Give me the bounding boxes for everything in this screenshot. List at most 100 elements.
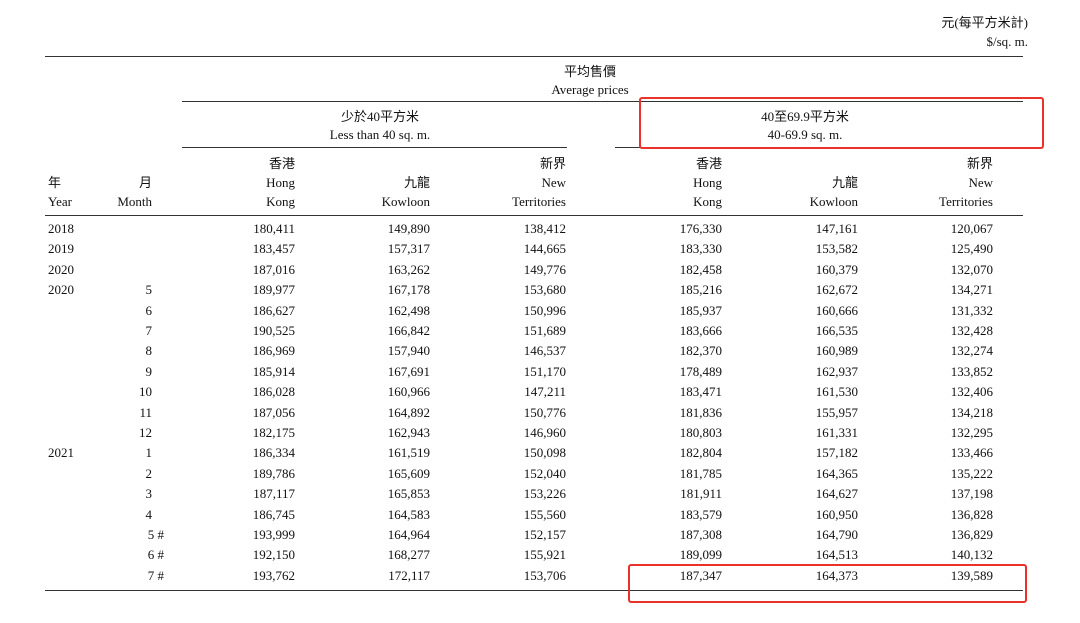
cell-hk1: 187,016 xyxy=(252,261,295,277)
cell-month: 5 xyxy=(145,282,153,298)
col-hk1-en2: Kong xyxy=(266,194,295,209)
col-nt1-en1: New xyxy=(541,175,566,190)
table-row: 10 186,028 160,966 147,211 183,471 161,530 132… xyxy=(0,382,1080,402)
cell-month: 11 xyxy=(139,404,152,420)
col-hk2-zh: 香港 xyxy=(695,156,722,171)
cell-hk2: 180,803 xyxy=(679,425,722,440)
cell-nt1: 150,776 xyxy=(523,404,566,420)
cell-kln1: 165,609 xyxy=(387,465,430,481)
cell-year: 2021 xyxy=(48,445,74,461)
group-medium-zh: 40至69.9平方米 xyxy=(761,109,849,124)
unit-label-en: $/sq. m. xyxy=(986,34,1028,49)
cell-month: 6 xyxy=(145,302,153,318)
top-rule xyxy=(45,56,1023,57)
cell-hk2: 185,216 xyxy=(679,282,722,298)
table-row: 7 # 193,762 172,117 153,706 187,347 164,373 13… xyxy=(0,566,1080,586)
cell-hk1: 185,914 xyxy=(252,363,295,379)
table-row: 6 186,627 162,498 150,996 185,937 160,666 131,… xyxy=(0,301,1080,321)
cell-year: 2018 xyxy=(48,221,74,236)
col-month-zh: 月 xyxy=(138,175,152,190)
cell-kln2: 162,937 xyxy=(815,363,858,379)
cell-nt2: 135,222 xyxy=(950,465,993,481)
cell-kln1: 163,262 xyxy=(387,261,430,277)
col-nt1-zh: 新界 xyxy=(539,156,566,171)
cell-kln2: 161,530 xyxy=(815,384,858,400)
cell-hk2: 182,370 xyxy=(679,343,722,359)
cell-hk1: 186,627 xyxy=(252,302,295,318)
highlight-box-last-row xyxy=(628,564,1027,603)
table-row: 5 # 193,999 164,964 152,157 187,308 164,790 13… xyxy=(0,525,1080,545)
group-small-en: Less than 40 sq. m. xyxy=(329,127,431,142)
cell-nt2: 125,490 xyxy=(950,241,993,257)
cell-nt2: 139,589 xyxy=(950,567,993,583)
cell-kln1: 167,691 xyxy=(387,363,430,379)
cell-nt1: 155,921 xyxy=(523,547,566,563)
cell-kln1: 149,890 xyxy=(387,221,430,236)
cell-kln2: 164,365 xyxy=(815,465,858,481)
cell-hk2: 176,330 xyxy=(679,221,722,236)
cell-nt2: 134,271 xyxy=(950,282,993,298)
cell-nt1: 138,412 xyxy=(523,221,566,236)
col-kln2-en: Kowloon xyxy=(809,194,858,209)
col-nt1-en2: Territories xyxy=(512,194,566,209)
cell-nt2: 136,829 xyxy=(950,527,993,542)
cell-hk1: 187,056 xyxy=(252,404,295,420)
cell-month: 10 xyxy=(139,384,152,400)
cell-nt2: 133,852 xyxy=(950,363,993,379)
group-small-rule xyxy=(182,147,567,148)
cell-kln2: 161,331 xyxy=(815,425,858,440)
col-kln1-en: Kowloon xyxy=(381,194,430,209)
col-kln1-zh: 九龍 xyxy=(403,175,430,190)
cell-year: 2020 xyxy=(48,282,74,298)
cell-kln2: 164,513 xyxy=(815,547,858,563)
cell-nt2: 134,218 xyxy=(950,404,993,420)
cell-kln1: 164,583 xyxy=(387,506,430,522)
table-title-zh: 平均售價 xyxy=(563,64,616,79)
cell-kln1: 167,178 xyxy=(387,282,430,298)
cell-hk1: 186,969 xyxy=(252,343,295,359)
cell-kln1: 162,498 xyxy=(387,302,430,318)
cell-nt1: 150,996 xyxy=(523,302,566,318)
table-row: 6 # 192,150 168,277 155,921 189,099 164,513 14… xyxy=(0,545,1080,565)
cell-year: 2020 xyxy=(48,261,74,277)
cell-kln1: 157,317 xyxy=(387,241,430,257)
cell-nt1: 151,689 xyxy=(523,323,566,338)
table-row: 8 186,969 157,940 146,537 182,370 160,989 132,… xyxy=(0,341,1080,361)
cell-nt2: 137,198 xyxy=(950,486,993,502)
col-kln2-zh: 九龍 xyxy=(831,175,858,190)
cell-nt2: 131,332 xyxy=(950,302,993,318)
group-header-rule xyxy=(182,101,1023,102)
table-row: 2020 5 189,977 167,178 153,680 185,216 162,672… xyxy=(0,280,1080,300)
cell-hk2: 183,579 xyxy=(679,506,722,522)
col-year-zh: 年 xyxy=(48,175,62,190)
col-year-en: Year xyxy=(48,194,72,209)
cell-kln1: 164,892 xyxy=(387,404,430,420)
table-row: 12 182,175 162,943 146,960 180,803 161,331 132… xyxy=(0,423,1080,443)
cell-nt1: 146,537 xyxy=(523,343,566,359)
cell-kln1: 165,853 xyxy=(387,486,430,502)
cell-nt2: 132,295 xyxy=(950,425,993,440)
col-hk2-en1: Hong xyxy=(693,175,722,190)
cell-hk1: 192,150 xyxy=(252,547,295,563)
cell-kln2: 160,666 xyxy=(815,302,858,318)
cell-kln1: 172,117 xyxy=(388,567,430,583)
cell-kln2: 164,790 xyxy=(815,527,858,542)
cell-nt1: 151,170 xyxy=(523,363,566,379)
cell-kln2: 164,627 xyxy=(815,486,858,502)
cell-hk1: 183,457 xyxy=(252,241,295,257)
table-row: 2018 180,411 149,890 138,412 176,330 147,161 1… xyxy=(0,219,1080,239)
table-row: 2 189,786 165,609 152,040 181,785 164,365 135,… xyxy=(0,464,1080,484)
cell-hk2: 182,458 xyxy=(679,261,722,277)
cell-nt2: 132,406 xyxy=(950,384,993,400)
cell-hk1: 193,999 xyxy=(252,527,295,542)
table-row: 11 187,056 164,892 150,776 181,836 155,957 134… xyxy=(0,403,1080,423)
cell-nt1: 150,098 xyxy=(523,445,566,461)
cell-kln1: 168,277 xyxy=(387,547,430,563)
cell-hk2: 183,666 xyxy=(679,323,722,338)
cell-nt1: 153,680 xyxy=(523,282,566,298)
cell-nt2: 140,132 xyxy=(950,547,993,563)
table-row: 7 190,525 166,842 151,689 183,666 166,535 132,… xyxy=(0,321,1080,341)
cell-kln2: 162,672 xyxy=(815,282,858,298)
cell-kln1: 157,940 xyxy=(387,343,430,359)
cell-kln2: 164,373 xyxy=(815,567,858,583)
